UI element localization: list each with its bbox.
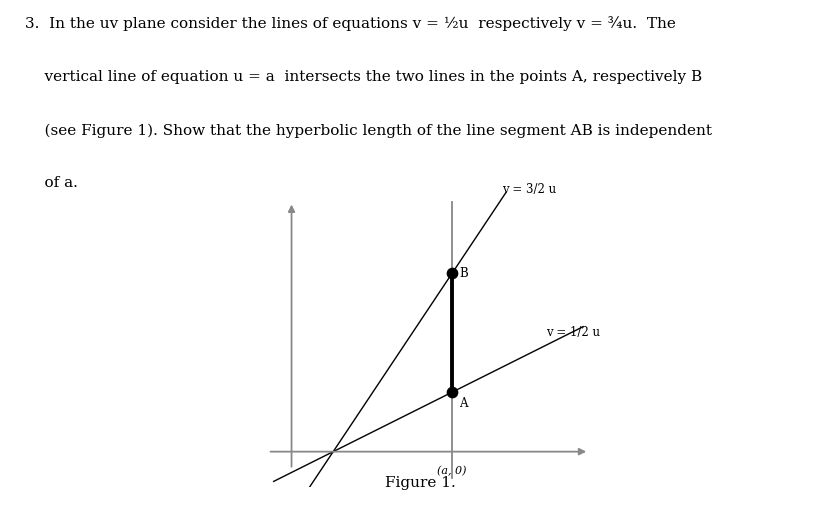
Text: vertical line of equation u = a  intersects the two lines in the points A, respe: vertical line of equation u = a intersec…: [25, 70, 702, 84]
Text: v = 3/2 u: v = 3/2 u: [502, 183, 556, 196]
Text: B: B: [459, 267, 468, 280]
Text: A: A: [459, 397, 468, 410]
Text: (see Figure 1). Show that the hyperbolic length of the line segment AB is indepe: (see Figure 1). Show that the hyperbolic…: [25, 123, 712, 137]
Point: [445, 388, 459, 396]
Text: 3.  In the uv plane consider the lines of equations v = ½u  respectively v = ¾u.: 3. In the uv plane consider the lines of…: [25, 16, 676, 31]
Text: of a.: of a.: [25, 176, 78, 190]
Text: Figure 1.: Figure 1.: [385, 476, 455, 490]
Text: (a, 0): (a, 0): [438, 466, 467, 476]
Text: v = 1/2 u: v = 1/2 u: [546, 326, 601, 339]
Point: [445, 269, 459, 277]
